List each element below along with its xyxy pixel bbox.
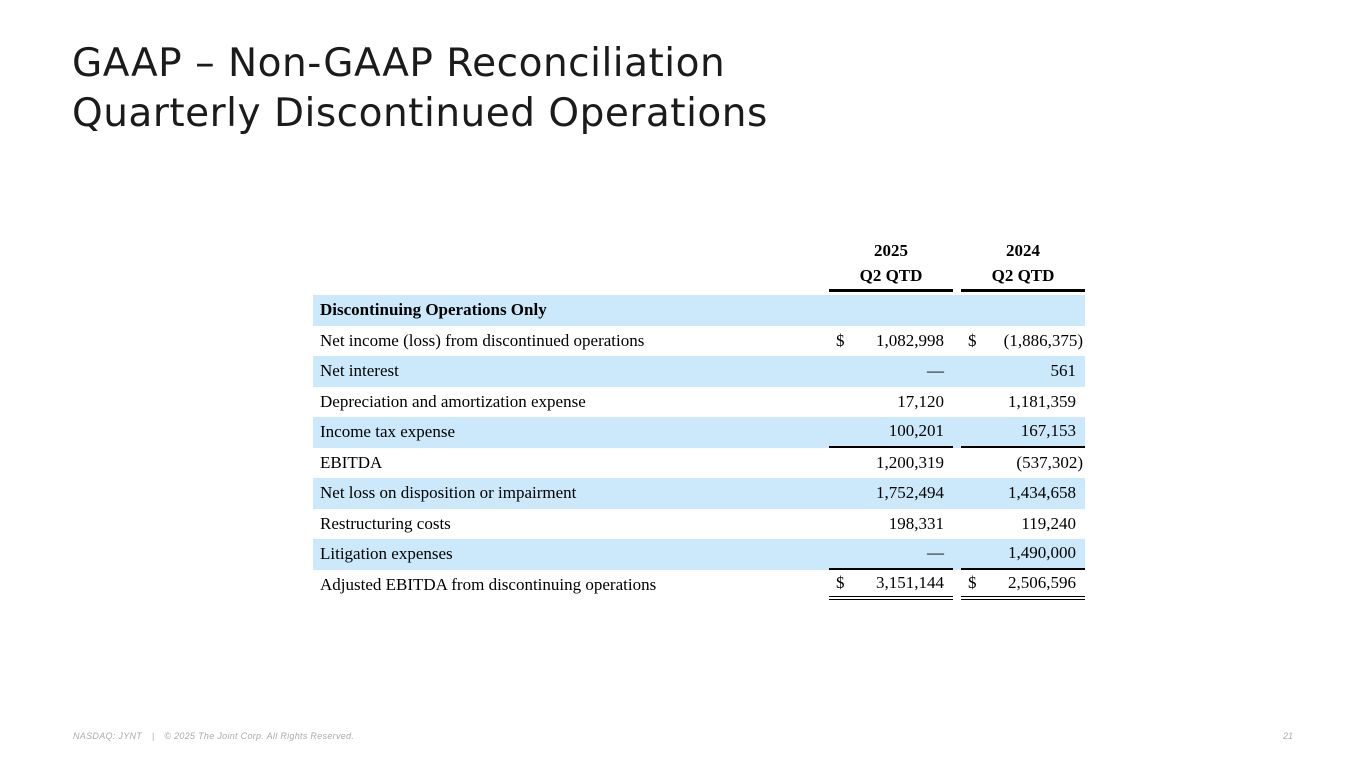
cell-value: 198,331 <box>888 513 944 533</box>
cell-value: — <box>927 361 944 381</box>
column-header-2024: 2024 Q2 QTD <box>961 237 1085 292</box>
header-spacer <box>313 237 829 292</box>
table-row: Depreciation and amortization expense 17,… <box>313 387 1085 418</box>
value-cell-2024: 167,153 <box>961 417 1085 448</box>
row-label: Depreciation and amortization expense <box>320 391 586 411</box>
value-cell-2024 <box>961 295 1085 326</box>
cell-value: 1,490,000 <box>1008 543 1076 563</box>
value-cell-2024: (537,302) <box>961 448 1085 479</box>
cell-value: 1,752,494 <box>876 483 944 503</box>
cell-value: (537,302) <box>1016 452 1083 472</box>
value-cell-2024: $ (1,886,375) <box>961 326 1085 357</box>
table-row: EBITDA 1,200,319 (537,302) <box>313 448 1085 479</box>
value-cell-2024: 1,490,000 <box>961 539 1085 570</box>
dollar-sign: $ <box>968 572 977 592</box>
value-cell-2025: 1,200,319 <box>829 448 953 479</box>
dollar-sign: $ <box>968 330 977 350</box>
column-gap <box>953 237 961 292</box>
column-gap <box>953 295 961 326</box>
value-cell-2025: — <box>829 539 953 570</box>
row-label: Net income (loss) from discontinued oper… <box>320 330 645 350</box>
reconciliation-table-body: Discontinuing Operations Only Net income … <box>313 295 1085 600</box>
column-gap <box>953 387 961 418</box>
value-cell-2024: 1,434,658 <box>961 478 1085 509</box>
column-gap <box>953 509 961 540</box>
column-gap <box>953 326 961 357</box>
column-gap <box>953 448 961 479</box>
cell-value: 1,181,359 <box>1008 391 1076 411</box>
value-cell-2025: 17,120 <box>829 387 953 418</box>
slide-title: GAAP – Non-GAAP Reconciliation Quarterly… <box>72 39 768 139</box>
table-row: Net loss on disposition or impairment 1,7… <box>313 478 1085 509</box>
table-row: Restructuring costs 198,331 119,240 <box>313 509 1085 540</box>
title-line-2: Quarterly Discontinued Operations <box>72 91 768 136</box>
row-label: Net loss on disposition or impairment <box>320 483 577 503</box>
table-row: Net interest — 561 <box>313 356 1085 387</box>
table-header: 2025 Q2 QTD 2024 Q2 QTD <box>313 237 1085 292</box>
cell-value: 561 <box>1050 361 1077 381</box>
column-year: 2025 <box>874 241 908 260</box>
cell-value: 2,506,596 <box>1008 572 1076 592</box>
cell-value: 1,082,998 <box>876 330 944 350</box>
cell-value: 1,200,319 <box>876 452 944 472</box>
value-cell-2025: 1,752,494 <box>829 478 953 509</box>
title-line-1: GAAP – Non-GAAP Reconciliation <box>72 41 726 86</box>
value-cell-2025: — <box>829 356 953 387</box>
column-gap <box>953 417 961 448</box>
page-number: 21 <box>1282 731 1293 741</box>
column-gap <box>953 356 961 387</box>
value-cell-2024: $2,506,596 <box>961 570 1085 600</box>
value-cell-2024: 119,240 <box>961 509 1085 540</box>
copyright-text: © 2025 The Joint Corp. All Rights Reserv… <box>164 731 355 741</box>
row-label: Litigation expenses <box>320 544 453 564</box>
value-cell-2025: $3,151,144 <box>829 570 953 600</box>
cell-value: (1,886,375) <box>1003 330 1083 350</box>
cell-value: — <box>927 543 944 563</box>
table-row: Adjusted EBITDA from discontinuing opera… <box>313 570 1085 601</box>
column-year: 2024 <box>1006 241 1040 260</box>
column-gap <box>953 539 961 570</box>
row-label: Income tax expense <box>320 422 455 442</box>
table-row: Net income (loss) from discontinued oper… <box>313 326 1085 357</box>
ticker-label: NASDAQ: JYNT <box>73 731 143 741</box>
row-label: EBITDA <box>320 452 383 472</box>
cell-value: 3,151,144 <box>876 572 944 592</box>
value-cell-2024: 1,181,359 <box>961 387 1085 418</box>
dollar-sign: $ <box>836 572 845 592</box>
row-label: Discontinuing Operations Only <box>320 300 547 320</box>
cell-value: 17,120 <box>897 391 944 411</box>
value-cell-2024: 561 <box>961 356 1085 387</box>
cell-value: 167,153 <box>1020 421 1076 441</box>
row-label: Restructuring costs <box>320 513 451 533</box>
row-label: Net interest <box>320 361 399 381</box>
cell-value: 100,201 <box>888 421 944 441</box>
table-section-row: Discontinuing Operations Only <box>313 295 1085 326</box>
column-gap <box>953 478 961 509</box>
value-cell-2025: $1,082,998 <box>829 326 953 357</box>
value-cell-2025: 198,331 <box>829 509 953 540</box>
value-cell-2025 <box>829 295 953 326</box>
table-row: Income tax expense 100,201 167,153 <box>313 417 1085 448</box>
column-period: Q2 QTD <box>991 266 1055 285</box>
dollar-sign: $ <box>836 330 845 350</box>
column-period: Q2 QTD <box>859 266 923 285</box>
cell-value: 1,434,658 <box>1008 483 1076 503</box>
footer-separator: | <box>151 731 155 741</box>
value-cell-2025: 100,201 <box>829 417 953 448</box>
table-row: Litigation expenses — 1,490,000 <box>313 539 1085 570</box>
column-gap <box>953 570 961 601</box>
row-label: Adjusted EBITDA from discontinuing opera… <box>320 574 657 594</box>
reconciliation-table: 2025 Q2 QTD 2024 Q2 QTD Discontinuing Op… <box>313 237 1085 600</box>
column-header-2025: 2025 Q2 QTD <box>829 237 953 292</box>
slide-footer: NASDAQ: JYNT | © 2025 The Joint Corp. Al… <box>73 731 354 741</box>
cell-value: 119,240 <box>1021 513 1076 533</box>
